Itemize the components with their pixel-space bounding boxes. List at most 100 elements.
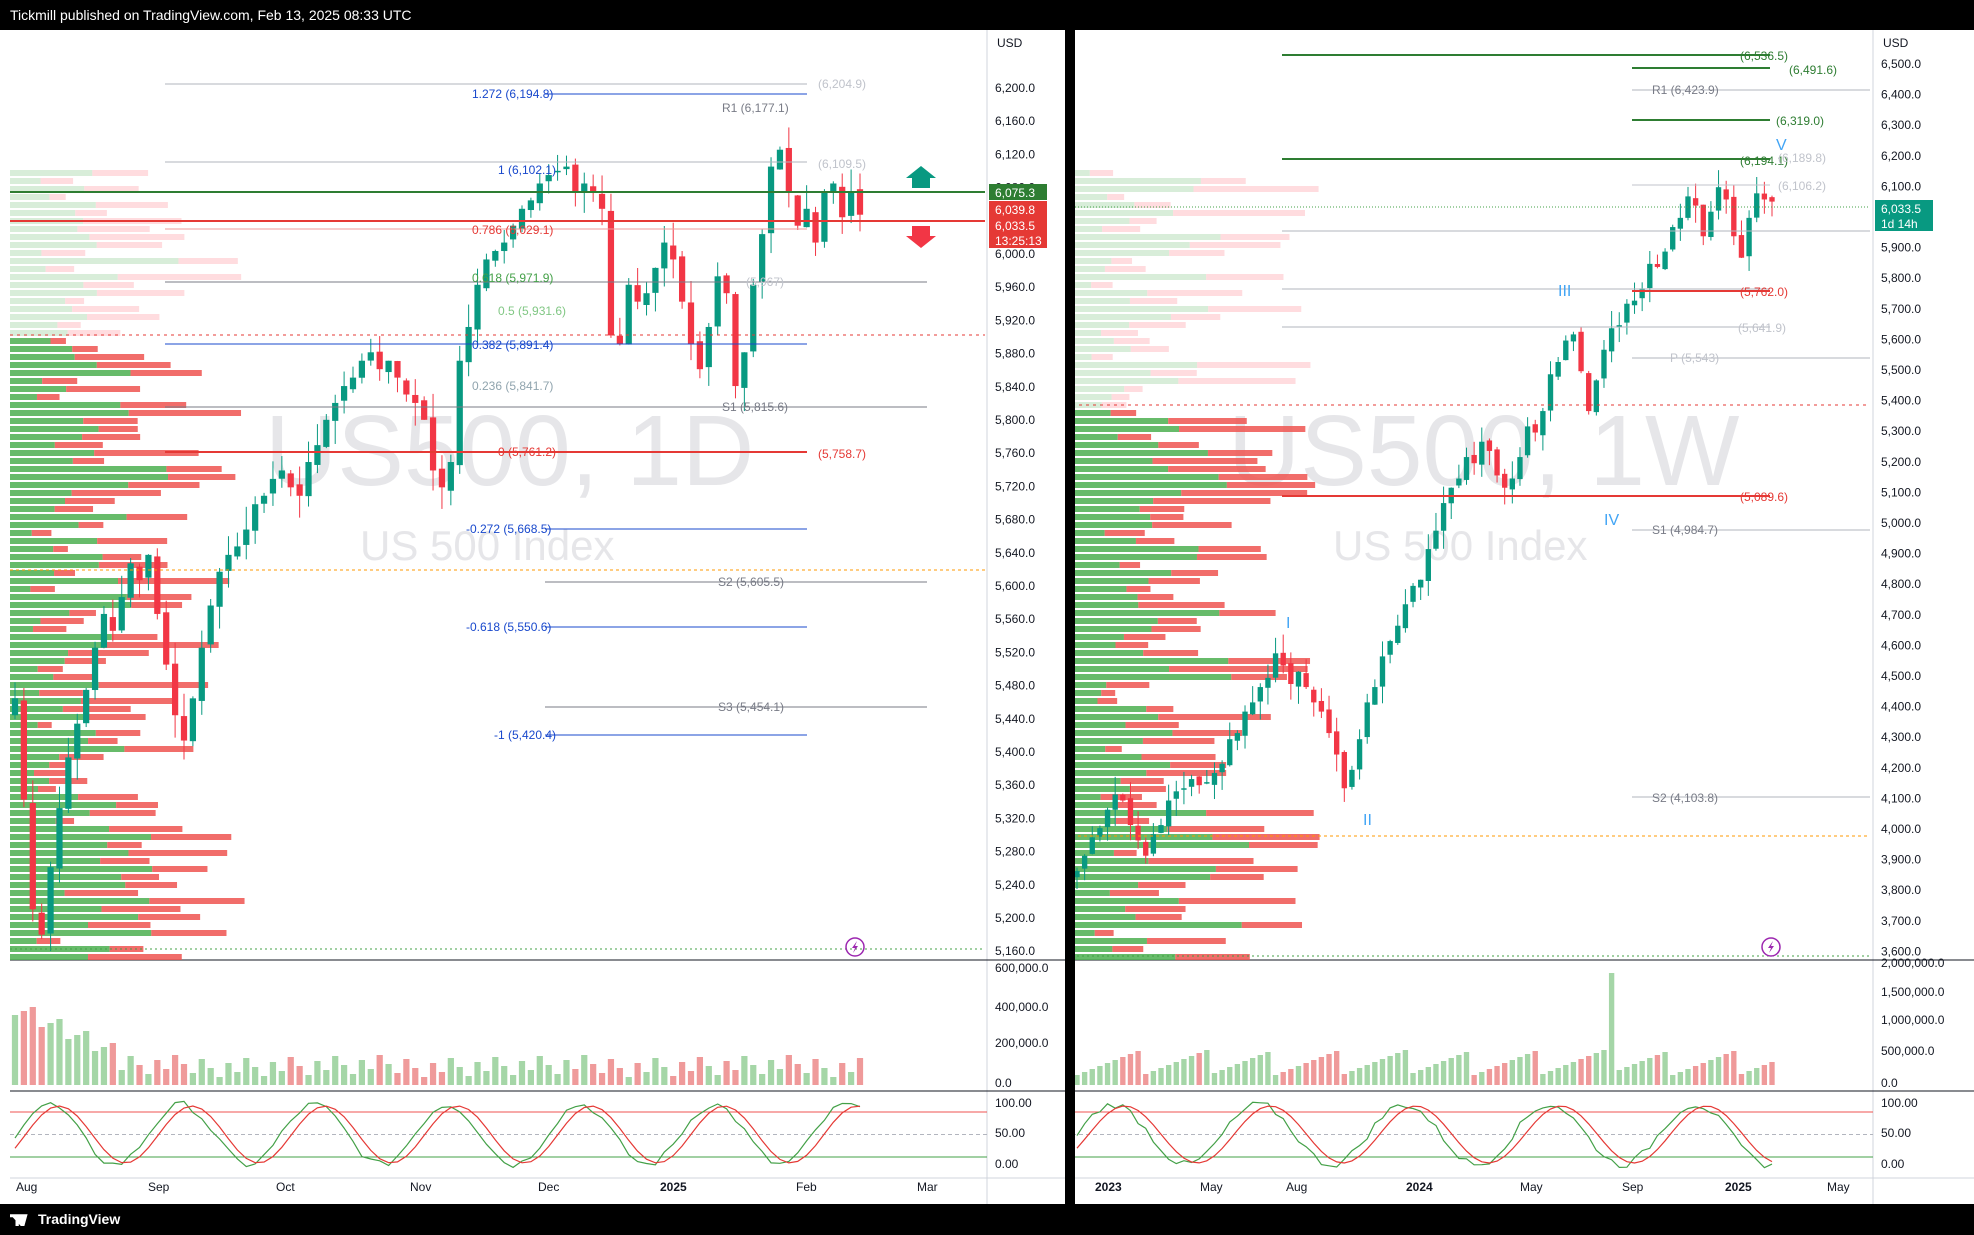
candle-body <box>403 380 410 395</box>
volume-bar <box>670 1076 677 1085</box>
candle-body <box>1715 187 1722 211</box>
volume-bar <box>1708 1060 1714 1085</box>
vp-bar-down <box>1117 434 1152 440</box>
osc-d-line <box>14 1105 861 1164</box>
volume-bar <box>349 1074 357 1085</box>
volume-tick-label: 1,500,000.0 <box>1881 985 1945 999</box>
vp-bar-down <box>72 306 140 312</box>
price-tick-label: 5,600.0 <box>1881 332 1921 346</box>
volume-bar <box>1135 1051 1141 1085</box>
vp-bar-down <box>1113 802 1157 808</box>
candle-body <box>1563 340 1569 361</box>
candle-body <box>1181 788 1187 790</box>
tradingview-brand: TradingView <box>38 1211 121 1227</box>
candle-body <box>1486 440 1493 451</box>
candle-body <box>607 210 615 336</box>
vp-bar-up <box>1072 466 1169 472</box>
price-tick-label: 6,100.0 <box>1881 179 1921 193</box>
pivot-label-6109: (6,109.5) <box>818 157 866 171</box>
vp-bar-down <box>1126 586 1151 592</box>
vp-bar-down <box>1104 530 1145 536</box>
vp-bar-down <box>1215 866 1298 872</box>
vp-bar-down <box>1106 682 1150 688</box>
vp-bar-down <box>1220 234 1290 240</box>
price-tick-label: 5,160.0 <box>995 944 1035 958</box>
panel-separator[interactable] <box>1065 30 1075 1204</box>
volume-bar <box>1081 1072 1088 1085</box>
candle-body <box>278 470 285 479</box>
vp-bar-down <box>1148 578 1200 584</box>
vp-bar-up <box>10 602 132 608</box>
candle-body <box>1624 303 1630 323</box>
vp-bar-up <box>1072 202 1135 208</box>
vp-bar-up <box>1072 834 1213 840</box>
candle-body <box>678 256 686 302</box>
level-label-5641: (5,641.9) <box>1738 321 1786 335</box>
vp-bar-up <box>1072 890 1110 896</box>
vp-bar-down <box>40 178 74 184</box>
tradingview-logo[interactable]: TradingView <box>10 1204 120 1235</box>
volume-bar <box>1486 1069 1493 1085</box>
vp-bar-up <box>10 378 43 384</box>
candle-body <box>1692 198 1699 206</box>
vp-bar-up <box>10 546 54 552</box>
time-axis-label: Sep <box>1622 1180 1644 1194</box>
fib-label-neg0618: -0.618 (5,550.6) <box>466 620 551 634</box>
vp-bar-down <box>1196 554 1267 560</box>
time-axis-label: May <box>1827 1180 1850 1194</box>
vp-bar-down <box>96 242 163 248</box>
volume-bar <box>847 1072 855 1085</box>
vp-bar-up <box>1072 930 1095 936</box>
vp-bar-up <box>10 914 139 920</box>
vp-bar-down <box>117 274 242 280</box>
vp-bar-up <box>10 562 99 568</box>
volume-bar <box>1547 1071 1554 1085</box>
volume-bar <box>358 1060 366 1085</box>
candle-body <box>1295 671 1302 687</box>
candle-body <box>1372 687 1378 705</box>
fib-label-0382: 0.382 (5,891.4) <box>472 338 553 352</box>
vp-bar-down <box>1167 826 1265 832</box>
volume-bar <box>1173 1062 1179 1085</box>
vp-bar-down <box>1138 882 1186 888</box>
volume-bar <box>171 1055 179 1085</box>
candle-body <box>74 723 81 759</box>
volume-bar <box>198 1059 205 1085</box>
vp-bar-up <box>1072 714 1159 720</box>
volume-bar <box>154 1060 161 1085</box>
vp-bar-up <box>1072 842 1249 848</box>
volume-bar <box>296 1066 303 1085</box>
candle-body <box>1089 837 1095 854</box>
volume-bar <box>1532 1051 1538 1085</box>
volume-bar <box>1112 1060 1118 1085</box>
volume-bar <box>403 1059 410 1085</box>
vp-bar-down <box>89 810 156 816</box>
volume-tick-label: 2,000,000.0 <box>1881 956 1945 970</box>
candle-body <box>776 149 784 170</box>
candle-body <box>1188 779 1195 787</box>
vp-bar-down <box>1198 546 1261 552</box>
vp-bar-up <box>1072 490 1182 496</box>
price-tag-6033-bg <box>989 217 1047 233</box>
vp-bar-down <box>1168 418 1247 424</box>
candle-body <box>545 175 552 182</box>
volume-bar <box>323 1070 330 1085</box>
right-chart-lightning-icon[interactable] <box>1761 937 1781 957</box>
volume-bar <box>616 1068 623 1085</box>
candle-body <box>732 294 739 387</box>
vp-bar-up <box>1072 474 1219 480</box>
pivot-label-5967: (5,967) <box>746 275 784 289</box>
vp-bar-up <box>10 658 65 664</box>
vp-bar-down <box>128 850 228 856</box>
vp-bar-down <box>178 258 238 264</box>
price-tick-label: 5,880.0 <box>995 347 1035 361</box>
price-tick-label: 5,480.0 <box>995 679 1035 693</box>
price-tick-label: 4,900.0 <box>1881 547 1921 561</box>
price-tick-label: 5,700.0 <box>1881 302 1921 316</box>
vp-bar-down <box>66 386 141 392</box>
volume-bar <box>714 1075 721 1085</box>
price-tag-countdown: 13:25:13 <box>995 234 1042 248</box>
volume-bar <box>1143 1074 1149 1085</box>
left-chart-lightning-icon[interactable] <box>845 937 865 957</box>
